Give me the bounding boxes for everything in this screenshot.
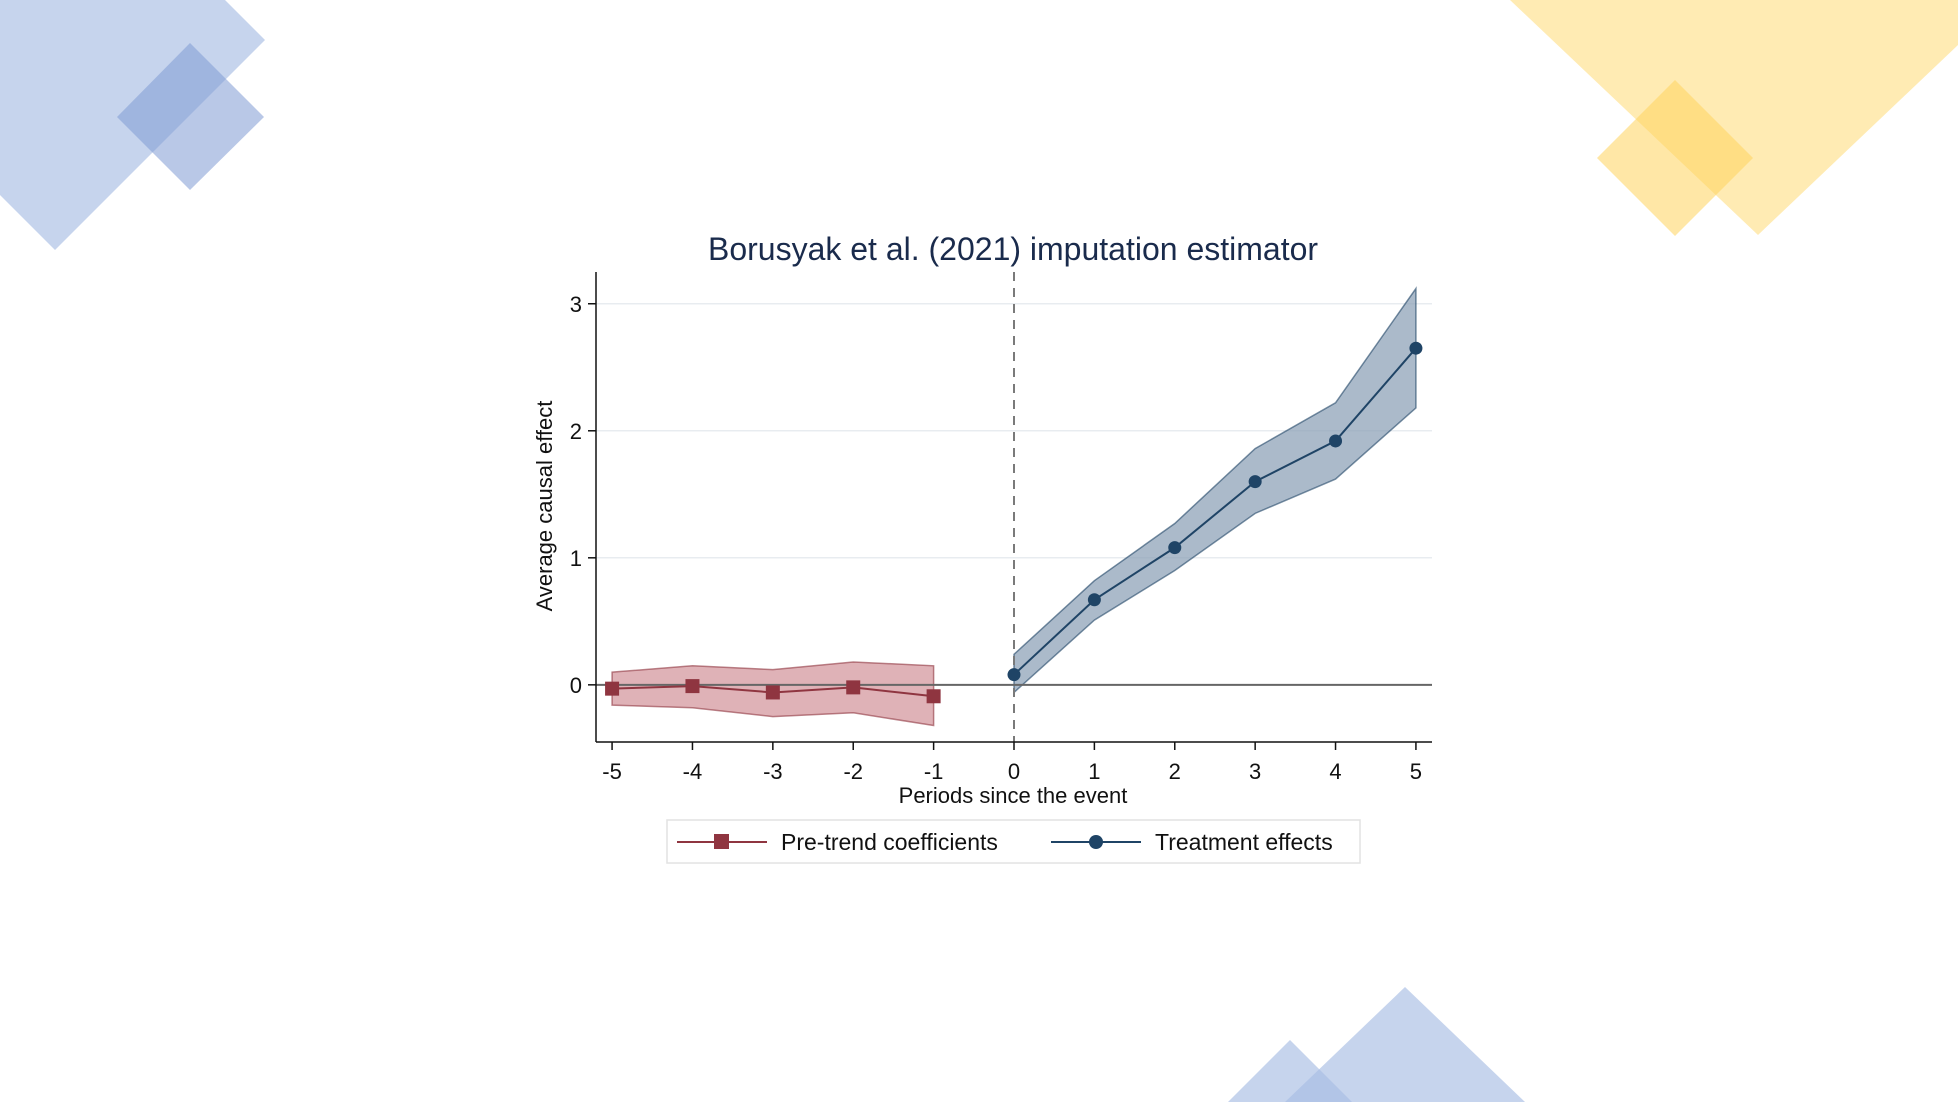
- decor-diamond: [1597, 80, 1753, 236]
- data-point-square: [685, 679, 700, 694]
- x-tick-label: 2: [1169, 759, 1181, 784]
- series-line: [1013, 347, 1417, 676]
- chart-title: Borusyak et al. (2021) imputation estima…: [708, 231, 1318, 267]
- decor-diamond: [117, 43, 264, 190]
- decor-diamonds-bottom: [1228, 987, 1525, 1102]
- decor-diamonds-top-left: [0, 0, 265, 250]
- decor-diamond: [1285, 987, 1525, 1102]
- y-tick-label: 0: [570, 673, 582, 698]
- x-tick-label: -3: [763, 759, 783, 784]
- axes: 0 1 2 3 -5 -4 -3 -2 -1 0 1 2 3 4 5: [570, 272, 1432, 784]
- x-tick-label: -1: [924, 759, 944, 784]
- y-axis-label: Average causal effect: [532, 401, 557, 612]
- decor-diamonds-top-right: [1510, 0, 1958, 236]
- legend-marker-treatment: [1089, 835, 1103, 849]
- data-point-circle: [1409, 341, 1423, 355]
- data-point-circle: [1007, 668, 1021, 682]
- data-point-circle: [1329, 434, 1343, 448]
- y-tick-label: 3: [570, 292, 582, 317]
- x-axis-label: Periods since the event: [899, 783, 1128, 808]
- legend-marker-pretrend: [714, 834, 729, 849]
- x-tick-label: 5: [1410, 759, 1422, 784]
- confidence-band: [1013, 286, 1417, 695]
- legend-label-pretrend: Pre-trend coefficients: [781, 829, 998, 855]
- legend-box: [666, 819, 1361, 864]
- legend-item-treatment: Treatment effects: [1051, 829, 1333, 855]
- legend-label-treatment: Treatment effects: [1155, 829, 1333, 855]
- y-tick-label: 2: [570, 419, 582, 444]
- x-tick-label: -5: [602, 759, 622, 784]
- decor-diamond: [1510, 0, 1958, 235]
- x-tick-label: 0: [1008, 759, 1020, 784]
- data-point-square: [846, 680, 861, 695]
- decor-diamond: [1228, 1040, 1352, 1102]
- x-tick-label: 3: [1249, 759, 1261, 784]
- data-point-circle: [1087, 593, 1101, 607]
- data-point-square: [765, 685, 780, 700]
- legend: Pre-trend coefficients Treatment effects: [666, 819, 1361, 864]
- data-point-square: [926, 689, 941, 704]
- x-tick-label: -2: [843, 759, 863, 784]
- legend-item-pretrend: Pre-trend coefficients: [677, 829, 998, 855]
- y-tick-label: 1: [570, 546, 582, 571]
- x-tick-label: 4: [1329, 759, 1341, 784]
- data-point-circle: [1168, 541, 1182, 555]
- reference-lines: [596, 272, 1432, 742]
- series-markers: [605, 341, 1423, 704]
- x-tick-label: 1: [1088, 759, 1100, 784]
- data-point-square: [605, 681, 620, 696]
- data-point-circle: [1248, 475, 1262, 489]
- x-tick-label: -4: [683, 759, 703, 784]
